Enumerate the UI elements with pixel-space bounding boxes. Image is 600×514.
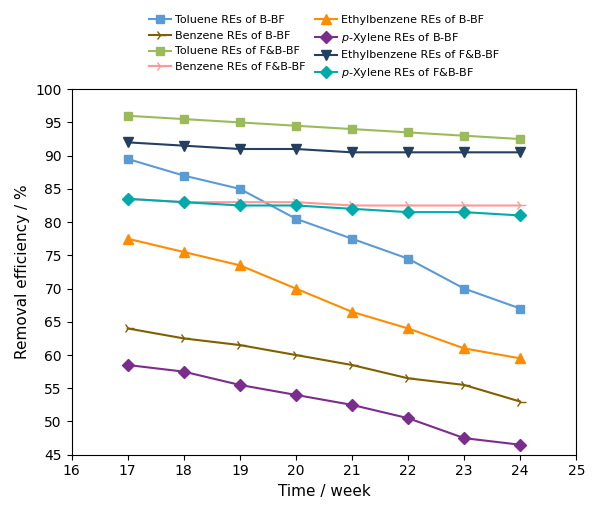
Benzene REs of F&B-BF (292, 199, 299, 205)
Toluene REs of B-BF (404, 255, 412, 262)
Toluene REs of F&B-BF (236, 119, 244, 125)
Toluene REs of F&B-BF (124, 113, 131, 119)
Toluene REs of B-BF (180, 173, 187, 179)
Toluene REs of F&B-BF (461, 133, 468, 139)
Ethylbenzene REs of B-BF (461, 345, 468, 352)
Toluene REs of F&B-BF (404, 130, 412, 136)
X-axis label: Time / week: Time / week (278, 484, 370, 499)
Benzene REs of F&B-BF (124, 196, 131, 202)
Ethylbenzene REs of F&B-BF (292, 146, 299, 152)
Toluene REs of F&B-BF (517, 136, 524, 142)
Toluene REs of B-BF (236, 186, 244, 192)
Line: Benzene REs of F&B-BF: Benzene REs of F&B-BF (122, 193, 526, 211)
Benzene REs of B-BF (461, 382, 468, 388)
Toluene REs of B-BF (292, 216, 299, 222)
p-Xylene REs of F&B-BF (292, 203, 299, 209)
Benzene REs of B-BF (292, 352, 299, 358)
Ethylbenzene REs of B-BF (124, 235, 131, 242)
p-Xylene REs of B-BF (404, 415, 412, 421)
Toluene REs of B-BF (124, 156, 131, 162)
p-Xylene REs of F&B-BF (461, 209, 468, 215)
Line: Toluene REs of B-BF: Toluene REs of B-BF (124, 155, 524, 313)
Benzene REs of B-BF (180, 335, 187, 341)
Benzene REs of B-BF (517, 398, 524, 405)
Benzene REs of B-BF (124, 325, 131, 332)
Legend: Toluene REs of B-BF, Benzene REs of B-BF, Toluene REs of F&B-BF, Benzene REs of : Toluene REs of B-BF, Benzene REs of B-BF… (149, 15, 499, 80)
Benzene REs of B-BF (404, 375, 412, 381)
Benzene REs of B-BF (236, 342, 244, 348)
Ethylbenzene REs of B-BF (517, 355, 524, 361)
Ethylbenzene REs of F&B-BF (124, 139, 131, 145)
Line: p-Xylene REs of B-BF: p-Xylene REs of B-BF (124, 361, 524, 449)
Ethylbenzene REs of F&B-BF (349, 149, 356, 155)
Ethylbenzene REs of F&B-BF (236, 146, 244, 152)
Line: p-Xylene REs of F&B-BF: p-Xylene REs of F&B-BF (124, 195, 524, 219)
Benzene REs of B-BF (349, 362, 356, 368)
Benzene REs of F&B-BF (349, 203, 356, 209)
p-Xylene REs of F&B-BF (180, 199, 187, 205)
Benzene REs of F&B-BF (404, 203, 412, 209)
Line: Ethylbenzene REs of B-BF: Ethylbenzene REs of B-BF (123, 234, 525, 363)
Ethylbenzene REs of F&B-BF (180, 142, 187, 149)
p-Xylene REs of B-BF (292, 392, 299, 398)
Ethylbenzene REs of F&B-BF (461, 149, 468, 155)
Y-axis label: Removal efficiency / %: Removal efficiency / % (15, 185, 30, 359)
Toluene REs of F&B-BF (180, 116, 187, 122)
Benzene REs of F&B-BF (236, 199, 244, 205)
Ethylbenzene REs of B-BF (349, 309, 356, 315)
Toluene REs of B-BF (461, 285, 468, 291)
Ethylbenzene REs of B-BF (180, 249, 187, 255)
Ethylbenzene REs of B-BF (292, 285, 299, 291)
Ethylbenzene REs of B-BF (404, 325, 412, 332)
p-Xylene REs of B-BF (180, 369, 187, 375)
Benzene REs of F&B-BF (180, 199, 187, 205)
Line: Ethylbenzene REs of F&B-BF: Ethylbenzene REs of F&B-BF (123, 137, 525, 157)
p-Xylene REs of F&B-BF (517, 212, 524, 218)
p-Xylene REs of B-BF (517, 442, 524, 448)
p-Xylene REs of B-BF (461, 435, 468, 441)
Line: Toluene REs of F&B-BF: Toluene REs of F&B-BF (124, 112, 524, 143)
Ethylbenzene REs of B-BF (236, 262, 244, 268)
Toluene REs of F&B-BF (292, 123, 299, 129)
Toluene REs of B-BF (517, 305, 524, 311)
Toluene REs of B-BF (349, 235, 356, 242)
Ethylbenzene REs of F&B-BF (404, 149, 412, 155)
Benzene REs of F&B-BF (461, 203, 468, 209)
p-Xylene REs of F&B-BF (124, 196, 131, 202)
p-Xylene REs of B-BF (236, 382, 244, 388)
Toluene REs of F&B-BF (349, 126, 356, 132)
Benzene REs of F&B-BF (517, 203, 524, 209)
p-Xylene REs of F&B-BF (349, 206, 356, 212)
Ethylbenzene REs of F&B-BF (517, 149, 524, 155)
p-Xylene REs of F&B-BF (236, 203, 244, 209)
p-Xylene REs of F&B-BF (404, 209, 412, 215)
p-Xylene REs of B-BF (349, 402, 356, 408)
Line: Benzene REs of B-BF: Benzene REs of B-BF (122, 323, 526, 407)
p-Xylene REs of B-BF (124, 362, 131, 368)
